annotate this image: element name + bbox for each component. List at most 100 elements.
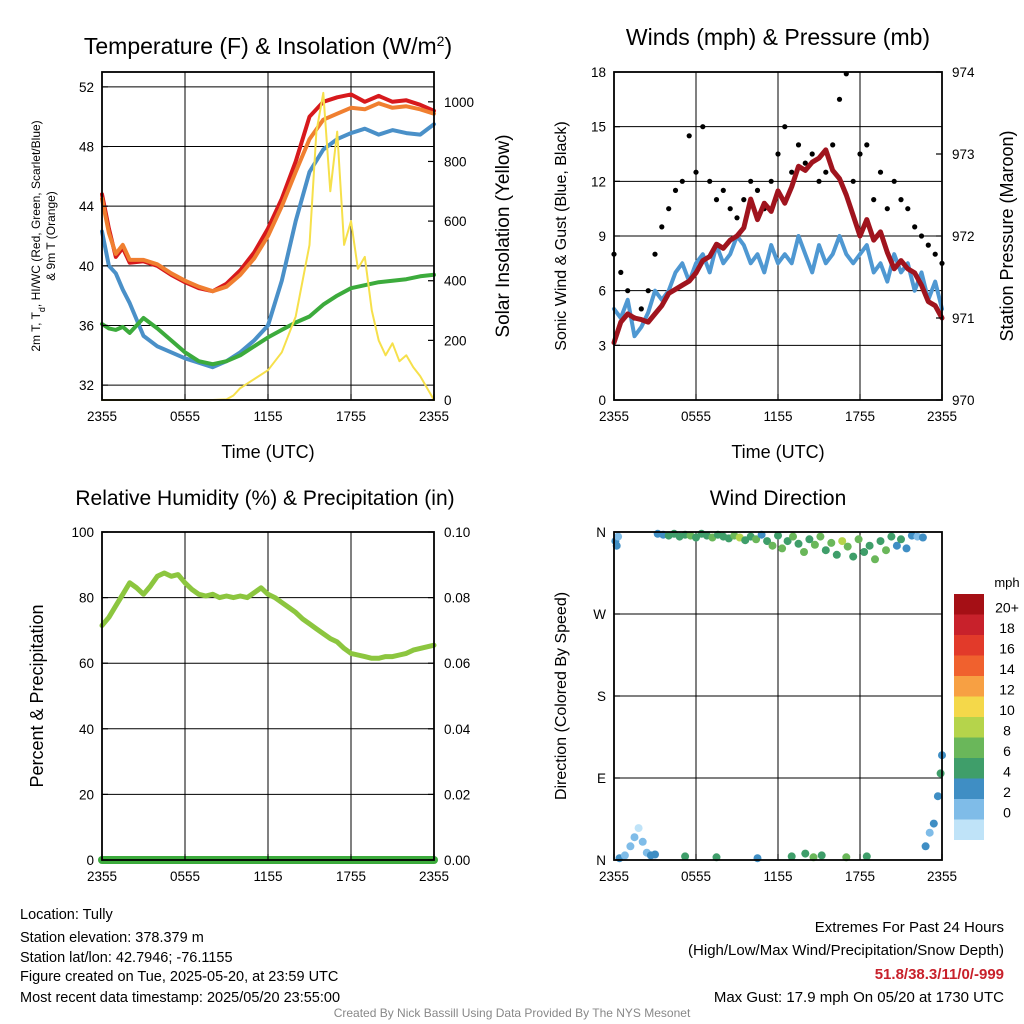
y2-tick-label: 600 [444,214,467,229]
y2-tick-label: 0.02 [444,787,470,802]
direction-point [902,544,911,553]
y2-tick-label: 970 [952,393,975,408]
colorbar-title: mph [994,575,1019,590]
gust-point [932,251,938,257]
y-tick-label: S [597,689,606,704]
temp-series [100,92,436,294]
colorbar-label: 20+ [995,600,1019,616]
colorbar-swatch [954,819,984,840]
direction-point [838,537,847,546]
pressure-series [611,147,945,346]
gust-point [925,242,931,248]
direction-point [887,532,896,541]
direction-point [753,854,762,863]
direction-point [681,852,690,861]
direction-point [651,850,659,859]
x-tick-label: 2355 [927,869,957,884]
temp9m-series [100,101,436,294]
gust-point [912,224,918,230]
direction-point [768,541,777,550]
colorbar-label: 8 [1003,723,1011,739]
direction-point [620,851,629,860]
y2-tick-label: 972 [952,229,975,244]
direction-point [827,538,836,547]
x-tick-label: 0555 [681,869,711,884]
gust-point [871,197,877,203]
gust-point [816,178,822,184]
chart-title-1: Temperature (F) & Insolation (W/m2) [84,33,452,59]
max-gust: Max Gust: 17.9 mph On 05/20 at 1730 UTC [713,989,1004,1006]
x-tick-label: 1155 [253,409,282,424]
gust-point [754,187,761,193]
direction-point [801,849,810,858]
gust-point [918,233,925,239]
windchill-series [100,122,436,370]
y-tick-label: 40 [79,722,94,737]
x-tick-label: 0555 [681,409,711,424]
x-tick-label: 2355 [419,409,449,424]
y-tick-label: N [596,853,606,868]
y-tick-label: 60 [79,656,94,671]
title-end: ) [444,33,452,59]
y2-tick-label: 0.04 [444,722,471,737]
y-tick-label: 9 [598,229,606,244]
direction-point [638,837,647,846]
direction-point [752,535,761,544]
x-tick-label: 1755 [845,409,875,424]
footer-elevation: Station elevation: 378.379 m [20,930,204,946]
gust-point [775,151,781,157]
direction-point [630,833,639,842]
gust-point [795,142,802,148]
chart-title-3: Relative Humidity (%) & Precipitation (i… [75,487,454,510]
gust-point [809,151,815,157]
direction-point [843,542,852,551]
gust-point [720,187,726,193]
y2-tick-label: 1000 [444,95,474,110]
direction-point [787,852,796,861]
y2-tick-label: 0.10 [444,525,470,540]
y2-tick-label: 0.00 [444,853,470,868]
colorbar-swatch [954,737,984,758]
direction-point [778,544,787,553]
gust-point [679,178,685,184]
gust-point [898,197,904,203]
colorbar-label: 2 [1003,784,1011,800]
footer-recent: Most recent data timestamp: 2025/05/20 2… [20,990,341,1006]
direction-point [832,550,841,559]
gust-point [734,215,740,221]
extremes-values: 51.8/38.3/11/0/-999 [874,966,1004,983]
y-tick-label: 44 [79,199,95,214]
x-tick-label: 1155 [253,869,282,884]
gust-point [789,169,795,175]
direction-point [763,537,772,546]
credit-line: Created By Nick Bassill Using Data Provi… [333,1006,691,1020]
y-tick-label: 36 [79,318,94,333]
title-superscript: 2 [437,33,445,49]
gust-point [625,288,631,294]
gust-point [666,206,672,212]
direction-point [933,792,942,801]
direction-point [925,828,934,837]
y2-tick-label: 0.06 [444,656,470,671]
gust-point [850,178,856,184]
direction-point [626,842,635,851]
direction-point [789,532,797,541]
colorbar-swatch [954,778,984,799]
dewpoint-series [100,272,436,367]
y2-tick-label: 0 [444,393,452,408]
gust-point [686,133,692,139]
gust-point [713,197,720,203]
colorbar-label: 14 [999,661,1015,677]
colorbar-swatch [954,696,984,717]
footer-location: Location: Tully [20,907,113,923]
y-tick-label: 0 [86,853,94,868]
chart-title-2: Winds (mph) & Pressure (mb) [626,24,930,50]
direction-point [849,552,858,561]
gust-point [652,251,658,257]
y2-tick-label: 0.08 [444,591,470,606]
y-tick-label: 3 [598,338,606,353]
direction-point [854,535,863,544]
y2-tick-label: 974 [952,65,975,80]
gust-point [884,206,890,212]
x-tick-label: 2355 [87,869,117,884]
